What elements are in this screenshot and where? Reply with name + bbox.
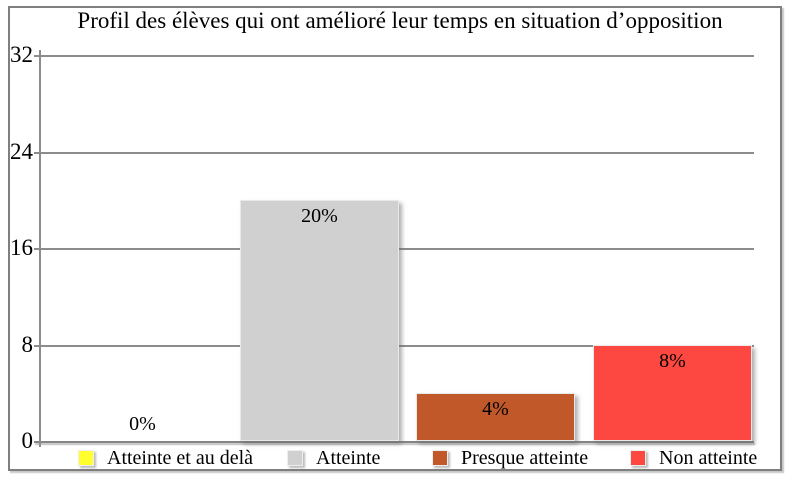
bar-value-label: 0%: [129, 413, 156, 435]
y-tick-label: 0: [21, 428, 34, 453]
gridline: [34, 55, 754, 57]
y-tick-label: 16: [10, 235, 33, 260]
y-axis-line: [39, 50, 41, 447]
legend-swatch-icon: [630, 450, 646, 466]
legend-swatch-icon: [432, 450, 448, 466]
bar-value-label: 20%: [301, 204, 338, 227]
bar-2: [240, 199, 399, 441]
bar-4: [593, 344, 752, 441]
legend-label: Atteinte et au delà: [107, 447, 254, 469]
bar-value-label: 4%: [482, 397, 509, 420]
y-tick-label: 24: [10, 138, 33, 164]
bar-value-label: 8%: [659, 349, 686, 372]
y-tick-label: 32: [10, 42, 33, 67]
chart-title: Profil des élèves qui ont amélioré leur …: [77, 8, 723, 33]
legend-swatch-icon: [287, 450, 303, 466]
bar-3: [416, 392, 575, 441]
legend-label: Atteinte: [316, 447, 381, 469]
y-tick-label: 8: [21, 331, 34, 357]
gridline: [34, 151, 754, 154]
legend-label: Presque atteinte: [461, 447, 589, 469]
legend-swatch-icon: [78, 450, 94, 466]
legend-label: Non atteinte: [659, 447, 758, 469]
x-axis-baseline: [34, 441, 754, 443]
